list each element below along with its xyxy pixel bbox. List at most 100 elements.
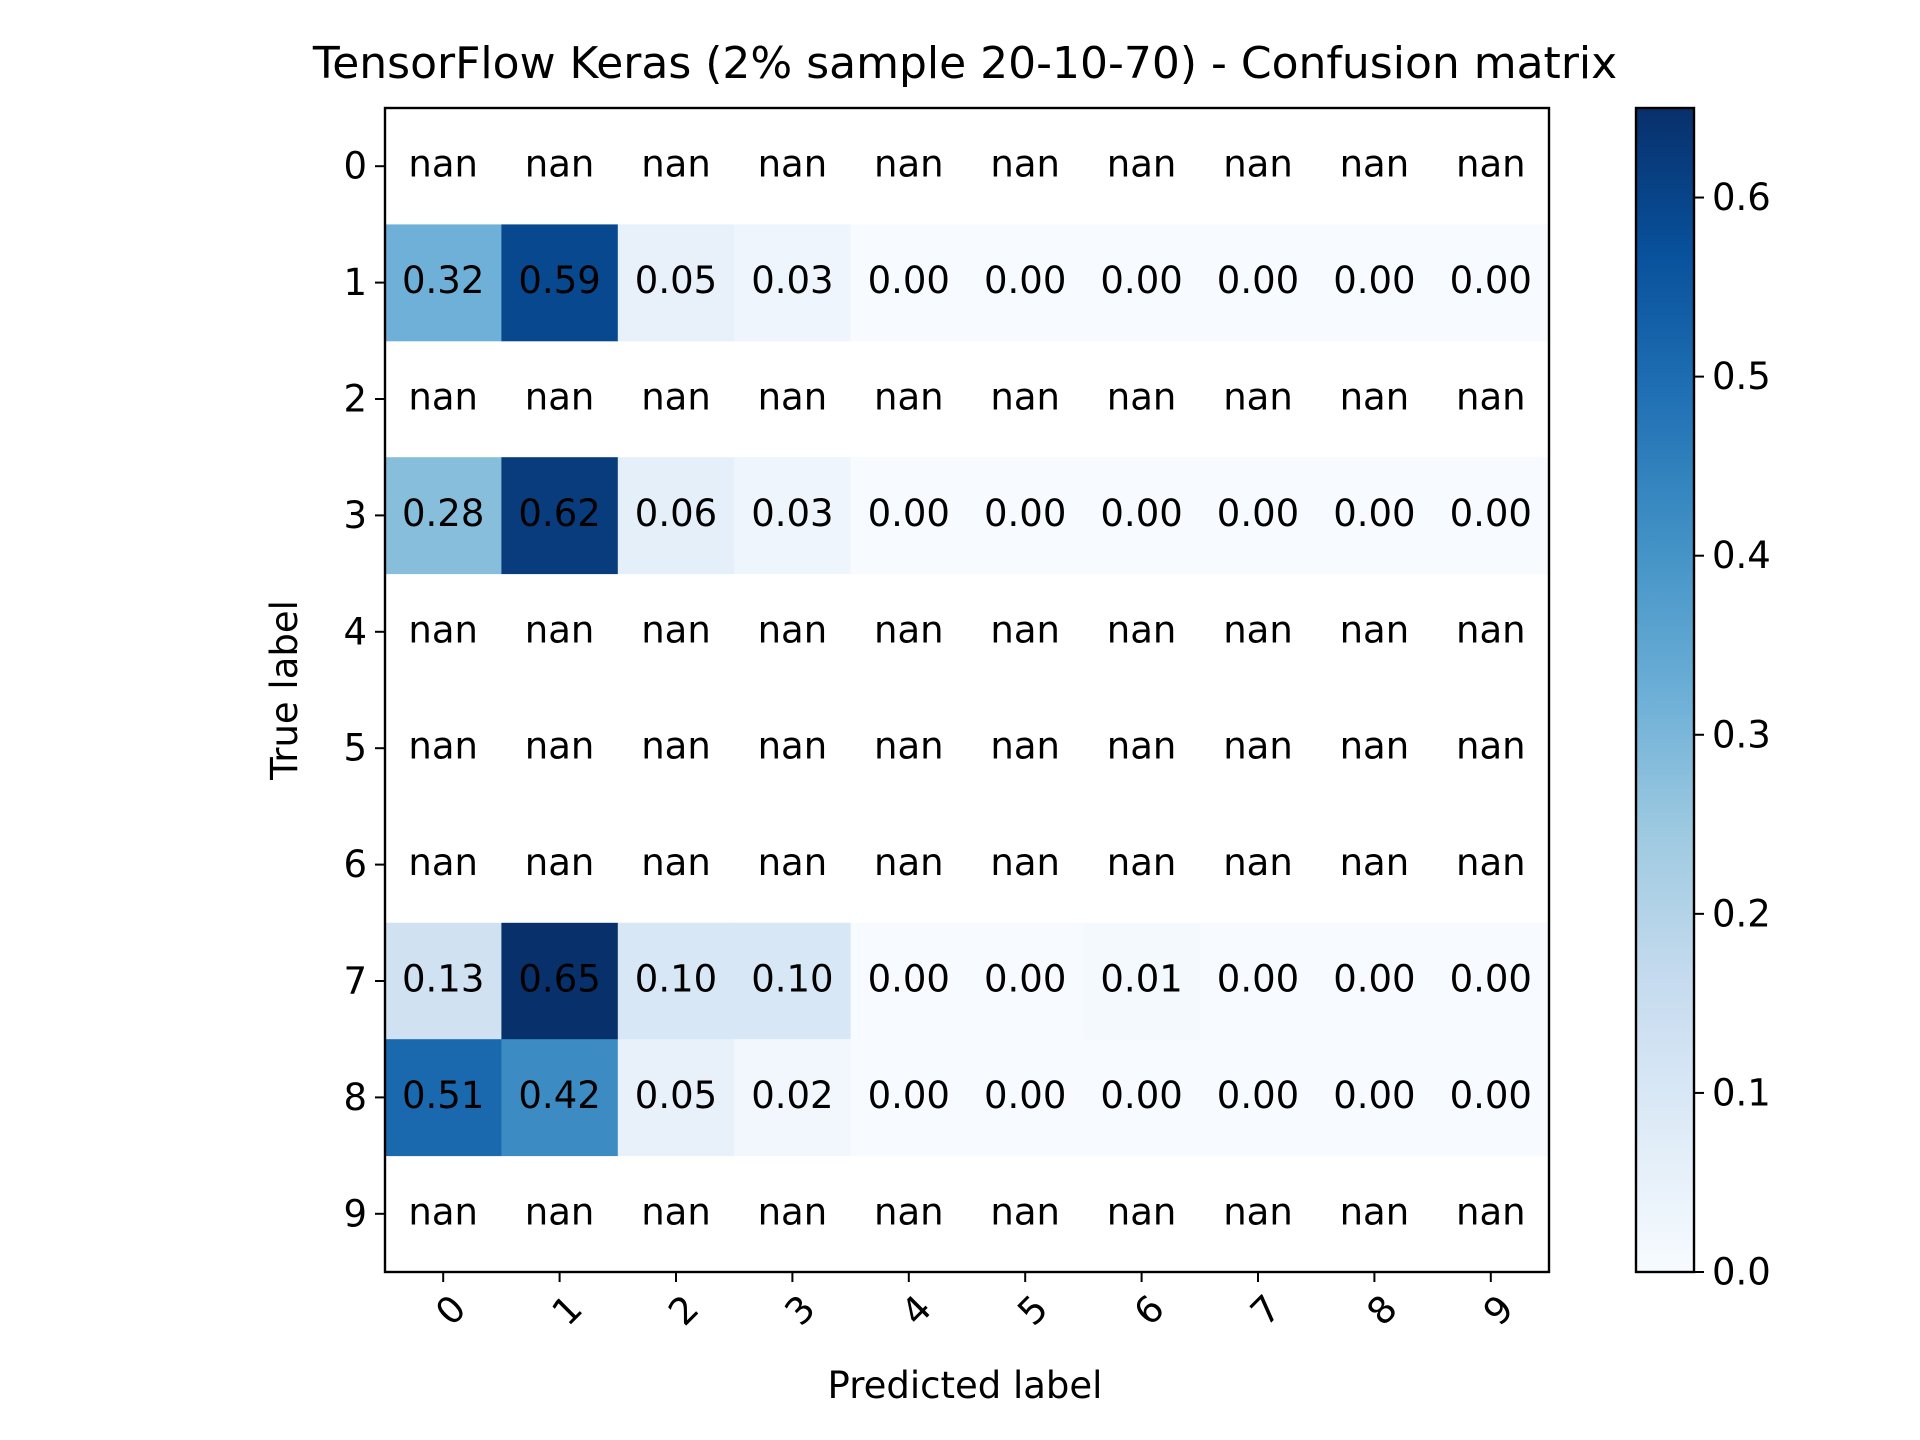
cell-value-label: 0.62 [518, 492, 600, 535]
heatmap-cell [385, 1039, 502, 1157]
cell-value-label: 0.32 [402, 259, 484, 302]
y-tick-label: 9 [343, 1192, 367, 1235]
cell-value-label: 0.00 [868, 259, 950, 302]
cell-value-label: nan [408, 376, 478, 419]
cell-value-label: nan [641, 376, 711, 419]
cell-value-label: 0.01 [1100, 958, 1182, 1001]
cell-value-label: nan [1107, 143, 1177, 186]
cell-value-label: nan [874, 376, 944, 419]
cell-value-label: 0.00 [1217, 259, 1299, 302]
cell-value-label: nan [1223, 143, 1293, 186]
cell-value-label: nan [990, 841, 1060, 884]
cell-value-label: nan [1456, 725, 1526, 768]
heatmap-cell [1432, 457, 1550, 575]
heatmap-cell [850, 1039, 968, 1157]
y-tick-label: 5 [343, 727, 367, 770]
heatmap-cell [617, 224, 735, 342]
cell-value-label: nan [408, 608, 478, 651]
cell-value-label: nan [1340, 841, 1410, 884]
cell-value-label: nan [1107, 608, 1177, 651]
x-tick-label: 6 [1126, 1287, 1173, 1334]
cell-value-label: nan [525, 376, 595, 419]
heatmap-cell [385, 457, 502, 575]
cell-value-label: nan [758, 841, 828, 884]
x-tick-label: 0 [427, 1287, 474, 1334]
heatmap-cell [385, 922, 502, 1040]
cell-value-label: 0.65 [518, 958, 600, 1001]
cell-value-label: nan [525, 725, 595, 768]
cell-value-label: nan [1340, 725, 1410, 768]
cell-value-label: 0.00 [1100, 492, 1182, 535]
x-tick-label: 1 [544, 1287, 591, 1334]
cell-value-label: 0.00 [1100, 1074, 1182, 1117]
cell-value-label: nan [1223, 725, 1293, 768]
heatmap-cell [1432, 1039, 1550, 1157]
heatmap-cell [1199, 224, 1317, 342]
y-tick-label: 7 [343, 960, 367, 1003]
cell-value-label: 0.00 [984, 1074, 1066, 1117]
cell-value-label: 0.06 [635, 492, 717, 535]
cell-value-label: 0.00 [1100, 259, 1182, 302]
colorbar-tick-label: 0.1 [1712, 1071, 1771, 1114]
heatmap-cell [385, 224, 502, 342]
cell-value-label: nan [874, 608, 944, 651]
cell-value-label: 0.00 [1450, 492, 1532, 535]
heatmap-cell [850, 224, 968, 342]
heatmap-cell [501, 457, 619, 575]
cell-value-label: 0.00 [868, 958, 950, 1001]
x-axis-label: Predicted label [828, 1364, 1103, 1407]
cell-value-label: 0.42 [518, 1074, 600, 1117]
cell-value-label: 0.00 [984, 958, 1066, 1001]
heatmap-cell [1199, 1039, 1317, 1157]
cell-value-label: 0.00 [1450, 1074, 1532, 1117]
cell-value-label: nan [990, 143, 1060, 186]
x-tick-label: 7 [1242, 1287, 1289, 1334]
cell-value-label: 0.00 [1217, 958, 1299, 1001]
cell-value-label: 0.00 [1333, 1074, 1415, 1117]
cell-value-label: nan [990, 725, 1060, 768]
cell-value-label: nan [1340, 143, 1410, 186]
cell-value-label: nan [758, 376, 828, 419]
x-tick-label: 9 [1475, 1287, 1522, 1334]
y-tick-label: 3 [343, 494, 367, 537]
cell-value-label: nan [874, 1190, 944, 1233]
heatmap-cell [967, 1039, 1084, 1157]
cell-value-label: 0.03 [751, 492, 833, 535]
heatmap-cell [850, 457, 968, 575]
y-tick-label: 0 [343, 145, 367, 188]
cell-value-label: nan [1223, 841, 1293, 884]
cell-value-label: 0.28 [402, 492, 484, 535]
cell-value-label: nan [525, 841, 595, 884]
heatmap-cell [617, 1039, 735, 1157]
cell-value-label: nan [758, 608, 828, 651]
y-tick-label: 6 [343, 843, 367, 886]
cell-value-label: 0.05 [635, 1074, 717, 1117]
cell-value-label: 0.00 [1333, 958, 1415, 1001]
heatmap-cell [1432, 224, 1550, 342]
cell-value-label: nan [874, 725, 944, 768]
colorbar-tick-label: 0.5 [1712, 355, 1771, 398]
heatmap-cell [967, 457, 1084, 575]
heatmap-cell [1316, 922, 1434, 1040]
heatmap-cell [1316, 224, 1434, 342]
cell-value-label: nan [874, 143, 944, 186]
heatmap-cell [1316, 457, 1434, 575]
heatmap-cell [967, 922, 1084, 1040]
heatmap-cell [1199, 457, 1317, 575]
heatmap-cell [734, 224, 852, 342]
cell-value-label: nan [641, 608, 711, 651]
heatmap-cell [501, 224, 619, 342]
y-tick-label: 4 [343, 610, 367, 653]
cell-value-label: 0.00 [1217, 1074, 1299, 1117]
heatmap-cell [734, 1039, 852, 1157]
y-tick-label: 2 [343, 378, 367, 421]
cell-value-label: nan [1456, 143, 1526, 186]
heatmap-cell [734, 457, 852, 575]
x-tick-label: 3 [777, 1287, 824, 1334]
cell-value-label: nan [1107, 1190, 1177, 1233]
cell-value-label: 0.02 [751, 1074, 833, 1117]
heatmap-cell [1199, 922, 1317, 1040]
cell-value-label: nan [408, 841, 478, 884]
chart-title: TensorFlow Keras (2% sample 20-10-70) - … [312, 38, 1617, 89]
